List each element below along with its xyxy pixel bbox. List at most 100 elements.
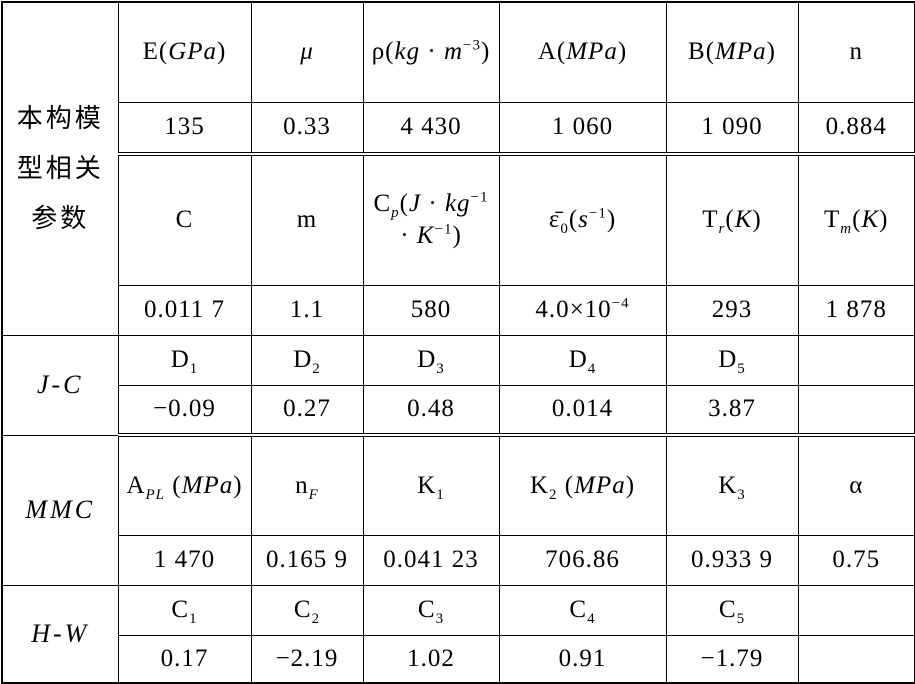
- text-segment: ·: [421, 190, 445, 218]
- text-segment: n: [295, 471, 309, 499]
- text-segment: C: [373, 190, 392, 218]
- cell: D5: [665, 334, 799, 386]
- cell: C2: [250, 584, 364, 636]
- text-segment: 3: [737, 486, 746, 503]
- group-label: H-W: [1, 584, 119, 684]
- cell: K2 (MPa): [498, 434, 667, 536]
- text-segment: 3: [435, 611, 445, 627]
- cell: m: [250, 153, 364, 286]
- cell: n: [797, 1, 915, 103]
- text-segment: K: [417, 471, 437, 499]
- text-segment: K: [416, 222, 435, 250]
- cell: D1: [117, 334, 252, 386]
- text-segment: MPa: [181, 471, 234, 499]
- text-segment: m: [296, 206, 318, 234]
- text-segment: 0.011 7: [143, 296, 226, 323]
- cell: [797, 634, 915, 684]
- text-segment: 2: [312, 361, 321, 377]
- text-segment: 1 060: [551, 113, 614, 141]
- text-segment: D: [568, 346, 588, 373]
- text-segment: C: [718, 596, 737, 623]
- text-segment: 0.48: [407, 395, 455, 423]
- cell: −0.09: [117, 384, 252, 437]
- cell: 0.33: [250, 101, 364, 156]
- text-segment: −1: [434, 221, 453, 238]
- cell: nF: [250, 434, 364, 536]
- text-segment: −3: [463, 37, 481, 54]
- cell: [797, 334, 915, 386]
- text-segment: ρ(: [371, 38, 395, 66]
- text-segment: 0.884: [825, 113, 887, 141]
- cell: D3: [362, 334, 500, 386]
- text-segment: K: [718, 471, 738, 499]
- text-segment: 2: [549, 486, 558, 503]
- text-segment: −2.19: [275, 644, 339, 672]
- text-segment: 1.02: [407, 644, 455, 672]
- text-segment: (: [852, 206, 862, 234]
- text-segment: ): [625, 471, 636, 499]
- text-segment: 293: [711, 296, 753, 323]
- cell: 1.1: [250, 284, 364, 336]
- text-segment: −1: [470, 189, 489, 206]
- text-segment: (: [568, 206, 579, 234]
- cell: −2.19: [250, 634, 364, 684]
- cell: 1 090: [665, 101, 799, 156]
- text-segment: 1: [189, 361, 199, 377]
- text-segment: 5: [737, 361, 746, 377]
- text-segment: −4: [611, 295, 630, 312]
- cell: 706.86: [498, 534, 667, 586]
- text-segment: 4: [587, 361, 597, 377]
- text-segment: 1: [436, 486, 445, 503]
- cell: 0.27: [250, 384, 364, 437]
- group-label: MMC: [1, 434, 119, 586]
- table-row: MMC APL (MPa) nF K1 K2 (MPa) K3 α: [1, 434, 915, 586]
- text-segment: C: [417, 596, 436, 623]
- text-segment: μ: [300, 38, 314, 66]
- cell: ε̄0(s−1): [498, 153, 667, 286]
- text-segment: F: [308, 486, 319, 503]
- text-segment: m: [840, 221, 853, 238]
- text-segment: 0.041 23: [383, 546, 479, 573]
- text-segment: 0.933 9: [691, 546, 773, 573]
- text-segment: (: [725, 206, 735, 234]
- text-segment: ): [752, 206, 762, 234]
- cell: C3: [362, 584, 500, 636]
- text-segment: 1 090: [701, 113, 763, 141]
- text-segment: 0.17: [160, 644, 209, 672]
- text-segment: 1 470: [153, 546, 216, 573]
- text-segment: T: [702, 206, 719, 234]
- text-segment: 1.1: [289, 296, 325, 323]
- text-segment: 2: [311, 611, 321, 627]
- text-segment: ε̄: [548, 206, 561, 234]
- text-segment: 135: [164, 113, 205, 141]
- text-segment: K: [861, 206, 880, 234]
- text-segment: MPa: [566, 38, 618, 66]
- table-row: H-W C1 C2 C3 C4 C5: [1, 584, 915, 684]
- text-segment: 1: [189, 611, 198, 627]
- cell: 0.75: [797, 534, 915, 586]
- text-segment: ): [766, 38, 776, 66]
- text-segment: ·: [400, 222, 417, 250]
- cell: 0.011 7: [117, 284, 252, 336]
- cell: 4 430: [362, 101, 500, 156]
- text-segment: PL: [145, 486, 166, 503]
- cell: 0.933 9: [665, 534, 799, 586]
- text-segment: K: [734, 206, 753, 234]
- text-segment: A: [126, 471, 146, 499]
- cell: APL (MPa): [117, 434, 252, 536]
- text-segment: kg: [394, 38, 421, 66]
- table-row: 135 0.33 4 430 1 060 1 090 0.884: [2, 101, 915, 156]
- group-label: 本构模型相关参数: [1, 1, 119, 336]
- cell: −1.79: [665, 634, 799, 684]
- text-segment: 3: [436, 361, 445, 377]
- text-segment: MPa: [715, 38, 767, 66]
- cell: Tr(K): [665, 153, 799, 286]
- text-segment: B(: [688, 38, 716, 66]
- text-segment: (: [399, 190, 409, 218]
- cell: 0.17: [117, 634, 252, 684]
- text-segment: 706.86: [545, 546, 620, 573]
- text-segment: MMC: [25, 495, 96, 524]
